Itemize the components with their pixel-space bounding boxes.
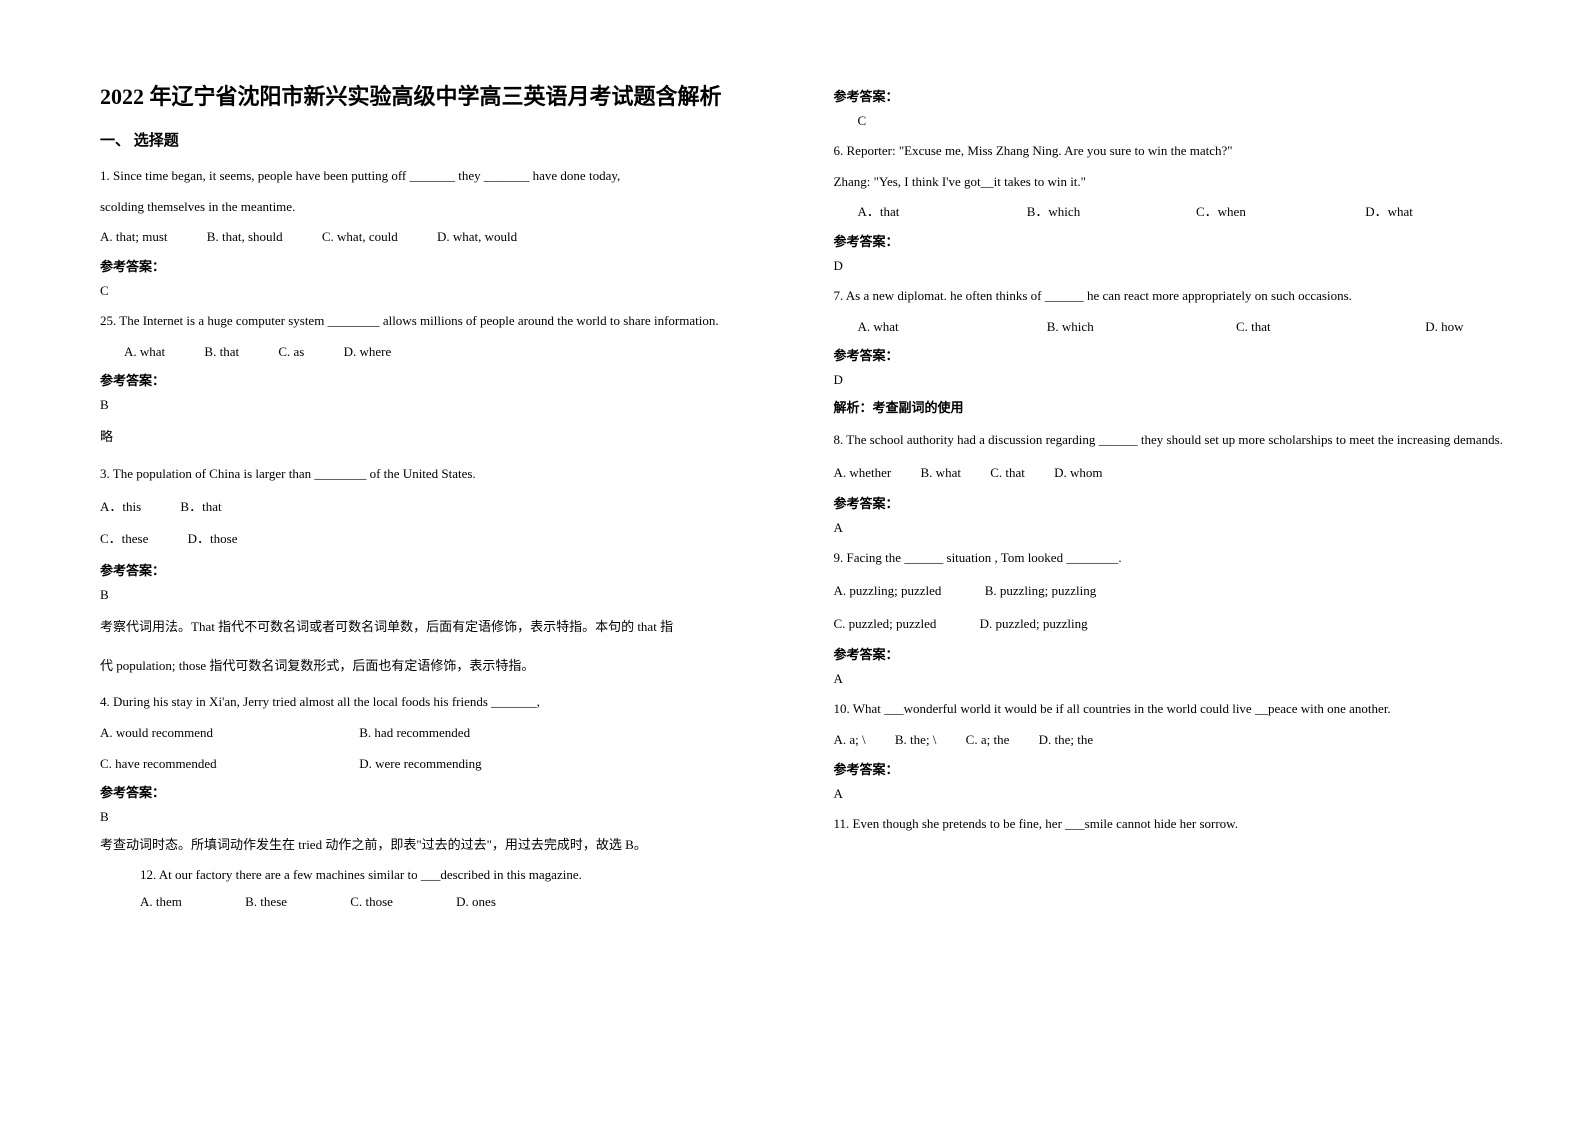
explain-text: 解析：考查副词的使用 xyxy=(834,398,1508,418)
question-text: 11. Even though she pretends to be fine,… xyxy=(834,812,1508,837)
option-c: C. that xyxy=(1236,315,1386,340)
option-c: C. have recommended xyxy=(100,752,320,777)
option-d: D. were recommending xyxy=(359,752,481,777)
option-a: A. would recommend xyxy=(100,721,320,746)
document-page: 2022 年辽宁省沈阳市新兴实验高级中学高三英语月考试题含解析 一、 选择题 1… xyxy=(0,0,1587,961)
question-text: 6. Reporter: "Excuse me, Miss Zhang Ning… xyxy=(834,139,1508,164)
question-text: 1. Since time began, it seems, people ha… xyxy=(100,164,774,189)
answer-label: 参考答案： xyxy=(100,370,774,389)
option-a: A. that; must xyxy=(100,225,168,250)
question-text: 12. At our factory there are a few machi… xyxy=(100,865,774,885)
question-text: scolding themselves in the meantime. xyxy=(100,195,774,220)
explain-text: 代 population; those 指代可数名词复数形式，后面也有定语修饰，… xyxy=(100,652,774,681)
option-d: D. the; the xyxy=(1039,728,1094,753)
answer-value: B xyxy=(100,397,774,413)
options-row: A．that B．which C．when D．what xyxy=(834,200,1508,225)
options-row: A. what B. that C. as D. where xyxy=(100,340,774,365)
question-text: 7. As a new diplomat. he often thinks of… xyxy=(834,284,1508,309)
option-d: D. where xyxy=(344,340,392,365)
option-d: D. puzzled; puzzling xyxy=(980,612,1088,637)
option-b: B. the; \ xyxy=(895,728,937,753)
option-b: B. these xyxy=(245,890,287,915)
question-text: 8. The school authority had a discussion… xyxy=(834,428,1508,453)
answer-value: A xyxy=(834,671,1508,687)
option-c: C. what, could xyxy=(322,225,398,250)
answer-value: D xyxy=(834,372,1508,388)
option-d: D. how xyxy=(1425,315,1463,340)
answer-value: C xyxy=(100,283,774,299)
option-a: A．that xyxy=(858,200,988,225)
option-b: B. that, should xyxy=(207,225,283,250)
question-text: 3. The population of China is larger tha… xyxy=(100,462,774,487)
option-b: B. puzzling; puzzling xyxy=(985,579,1097,604)
option-b: B．that xyxy=(180,495,221,520)
option-c: C．these xyxy=(100,527,148,552)
options-row: A. whether B. what C. that D. whom xyxy=(834,461,1508,486)
option-c: C．when xyxy=(1196,200,1326,225)
explain-text: 考察代词用法。That 指代不可数名词或者可数名词单数，后面有定语修饰，表示特指… xyxy=(100,613,774,642)
option-d: D．what xyxy=(1365,200,1413,225)
answer-label: 参考答案： xyxy=(834,231,1508,250)
answer-label: 参考答案： xyxy=(834,759,1508,778)
question-text: 4. During his stay in Xi'an, Jerry tried… xyxy=(100,690,774,715)
option-a: A. a; \ xyxy=(834,728,866,753)
question-text: 10. What ___wonderful world it would be … xyxy=(834,697,1508,722)
section-heading: 一、 选择题 xyxy=(100,129,774,150)
option-d: D. whom xyxy=(1054,461,1102,486)
explain-text: 考查动词时态。所填词动作发生在 tried 动作之前，即表"过去的过去"，用过去… xyxy=(100,835,774,855)
options-row: A. that; must B. that, should C. what, c… xyxy=(100,225,774,250)
options-row: C. have recommended D. were recommending xyxy=(100,752,774,777)
answer-value: C xyxy=(834,113,1508,129)
answer-label: 参考答案： xyxy=(834,86,1508,105)
answer-label: 参考答案： xyxy=(834,644,1508,663)
option-c: C. puzzled; puzzled xyxy=(834,612,937,637)
option-a: A. what xyxy=(858,315,1008,340)
answer-value: B xyxy=(100,809,774,825)
answer-value: D xyxy=(834,258,1508,274)
option-c: C. as xyxy=(278,340,304,365)
options-row: A. would recommend B. had recommended xyxy=(100,721,774,746)
answer-value: A xyxy=(834,786,1508,802)
option-c: C. a; the xyxy=(966,728,1010,753)
options-row: A. them B. these C. those D. ones xyxy=(100,890,774,915)
question-text: 25. The Internet is a huge computer syst… xyxy=(100,309,774,334)
option-a: A. them xyxy=(140,890,182,915)
answer-value: A xyxy=(834,520,1508,536)
options-row: A. what B. which C. that D. how xyxy=(834,315,1508,340)
right-column: 参考答案： C 6. Reporter: "Excuse me, Miss Zh… xyxy=(814,80,1528,921)
options-row: A．this B．that xyxy=(100,495,774,520)
option-a: A. whether xyxy=(834,461,892,486)
question-text: Zhang: "Yes, I think I've got__it takes … xyxy=(834,170,1508,195)
option-b: B. which xyxy=(1047,315,1197,340)
option-d: D. ones xyxy=(456,890,496,915)
left-column: 2022 年辽宁省沈阳市新兴实验高级中学高三英语月考试题含解析 一、 选择题 1… xyxy=(100,80,814,921)
options-row: C．these D．those xyxy=(100,527,774,552)
answer-label: 参考答案： xyxy=(100,256,774,275)
option-c: C. those xyxy=(350,890,393,915)
answer-label: 参考答案： xyxy=(100,782,774,801)
option-a: A. puzzling; puzzled xyxy=(834,579,942,604)
document-title: 2022 年辽宁省沈阳市新兴实验高级中学高三英语月考试题含解析 xyxy=(100,80,774,113)
answer-label: 参考答案： xyxy=(834,493,1508,512)
options-row: A. a; \ B. the; \ C. a; the D. the; the xyxy=(834,728,1508,753)
answer-label: 参考答案： xyxy=(100,560,774,579)
option-d: D．those xyxy=(188,527,238,552)
option-d: D. what, would xyxy=(437,225,517,250)
option-a: A．this xyxy=(100,495,141,520)
answer-value: B xyxy=(100,587,774,603)
question-text: 9. Facing the ______ situation , Tom loo… xyxy=(834,546,1508,571)
options-row: A. puzzling; puzzled B. puzzling; puzzli… xyxy=(834,579,1508,604)
option-b: B. that xyxy=(204,340,239,365)
option-c: C. that xyxy=(990,461,1025,486)
explain-text: 略 xyxy=(100,423,774,452)
option-b: B. had recommended xyxy=(359,721,470,746)
option-b: B．which xyxy=(1027,200,1157,225)
answer-label: 参考答案： xyxy=(834,345,1508,364)
options-row: C. puzzled; puzzled D. puzzled; puzzling xyxy=(834,612,1508,637)
option-b: B. what xyxy=(921,461,961,486)
option-a: A. what xyxy=(124,340,165,365)
